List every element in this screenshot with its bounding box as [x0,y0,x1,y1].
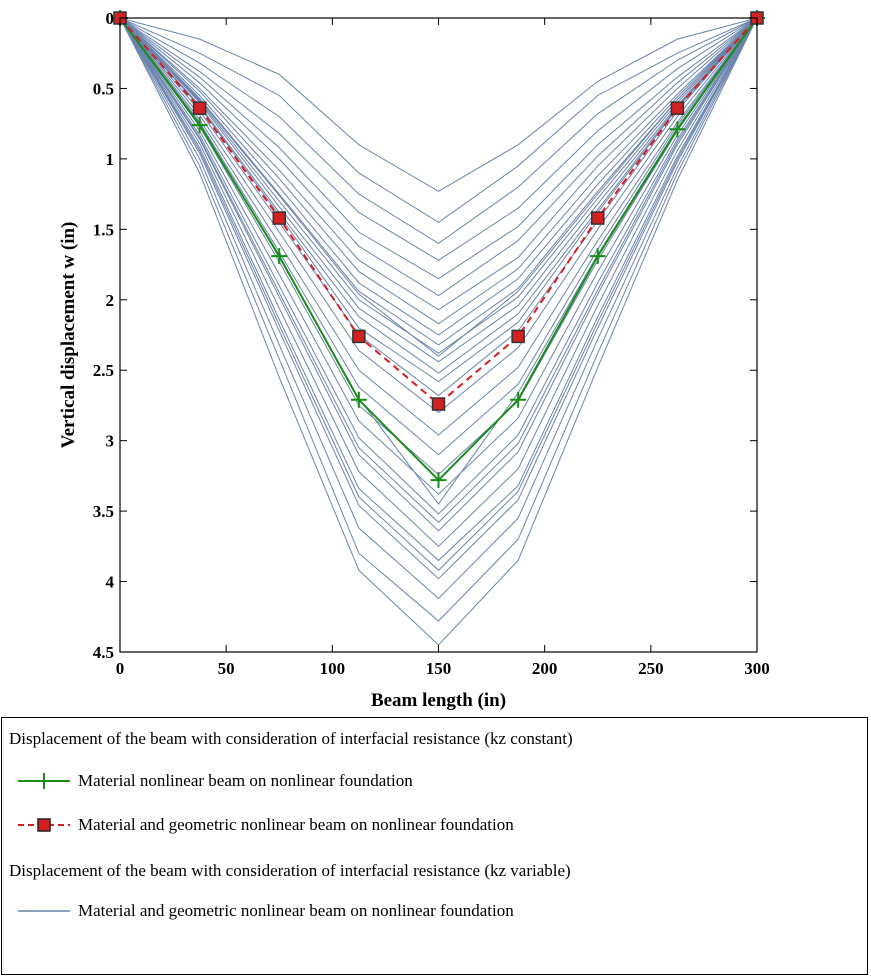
series-material-geometric-marker [352,329,366,344]
legend-group-variable-title: Displacement of the beam with considerat… [9,861,571,880]
x-tick-label: 50 [218,659,235,678]
series-material-nonlinear-marker [350,391,367,408]
legend-label-material-geometric: Material and geometric nonlinear beam on… [78,815,514,834]
x-tick-label: 0 [116,659,125,678]
variable-kz-curve [119,17,758,600]
plot-area [112,10,765,646]
variable-kz-curve [119,17,758,297]
y-tick-label: 0 [106,9,115,28]
series-material-geometric-marker [272,211,286,225]
variable-kz-curve [119,17,758,397]
variable-kz-curve [119,17,758,354]
x-tick-label: 250 [638,659,664,678]
x-axis-label: Beam length (in) [371,690,506,711]
legend-red-dashed-square-icon [18,818,70,832]
variable-kz-curve [119,17,758,562]
variable-kz-curve [119,17,758,374]
variable-kz-curve [119,17,758,414]
y-tick-label: 1 [106,150,115,169]
variable-kz-curve [119,17,758,524]
series-material-geometric-marker [591,211,605,225]
x-tick-label: 100 [320,659,346,678]
legend-group-constant-title: Displacement of the beam with considerat… [9,729,573,748]
series-material-geometric-marker [431,397,446,411]
series-material-nonlinear-marker [589,248,606,265]
axis-ticks: 0 50 100 150 200 250 300 0 0.5 1 1.5 2 2.5 3 3.5 4 4.5 [93,9,770,678]
series-material-geometric-marker [511,329,525,344]
variable-kz-curve [119,17,758,245]
series-material-nonlinear-marker [191,117,208,134]
legend-entry-material-nonlinear: Material nonlinear beam on nonlinear fou… [2,764,413,798]
y-tick-label: 3 [106,432,115,451]
series-material-geometric-line [119,17,758,406]
x-tick-label: 300 [744,659,770,678]
series-material-geometric-marker [192,101,207,115]
variable-kz-curve [119,17,758,325]
variable-kz-curve [119,17,758,548]
variable-kz-curve [119,17,758,571]
y-tick-label: 1.5 [93,220,114,239]
y-axis-label: Vertical displacement w (in) [58,222,79,449]
variable-kz-curve [119,17,758,363]
y-tick-label: 0.5 [93,79,114,98]
legend-green-plus-line-icon [18,773,70,789]
x-tick-label: 200 [532,659,558,678]
variable-kz-curve [119,17,758,495]
y-tick-label: 4.5 [93,643,114,662]
y-tick-label: 3.5 [93,502,114,521]
variable-kz-curve [119,17,758,532]
legend: Displacement of the beam with considerat… [1,717,868,975]
variable-kz-curve [119,17,758,383]
series-material-geometric-marker [670,101,685,115]
variable-kz-curve [119,17,758,622]
variable-kz-curve [119,17,758,223]
y-tick-label: 2 [106,291,115,310]
variable-kz-curve [119,17,758,346]
variable-kz-curve [119,17,758,192]
chart: 0 50 100 150 200 250 300 0 0.5 1 1.5 2 2.5 3 3.5 4 4.5 B… [58,9,770,711]
variable-kz-curve [119,17,758,280]
y-tick-label: 2.5 [93,361,114,380]
variable-kz-curve [119,17,758,580]
y-tick-label: 4 [106,573,115,592]
variable-kz-curve [119,17,758,515]
series-material-nonlinear-marker [510,391,527,408]
series-material-nonlinear-marker [669,121,686,138]
variable-kz-curve [119,17,758,261]
variable-kz-curve [119,17,758,311]
plot-frame [119,17,758,653]
legend-label-material-nonlinear: Material nonlinear beam on nonlinear fou… [78,771,413,790]
variable-kz-curve [119,17,758,357]
variable-kz-curve [119,17,758,436]
x-tick-label: 150 [426,659,452,678]
series-material-nonlinear-marker [430,472,447,489]
legend-label-variable: Material and geometric nonlinear beam on… [78,901,514,920]
variable-kz-curve [119,17,758,336]
legend-entry-variable: Material and geometric nonlinear beam on… [2,894,514,928]
variable-kz-curve [119,17,758,456]
legend-entry-material-geometric: Material and geometric nonlinear beam on… [2,808,514,842]
series-material-nonlinear-line [119,17,758,482]
legend-blue-line-icon [18,910,70,912]
variable-kz-curve [119,17,758,646]
series-material-nonlinear-marker [271,248,288,265]
